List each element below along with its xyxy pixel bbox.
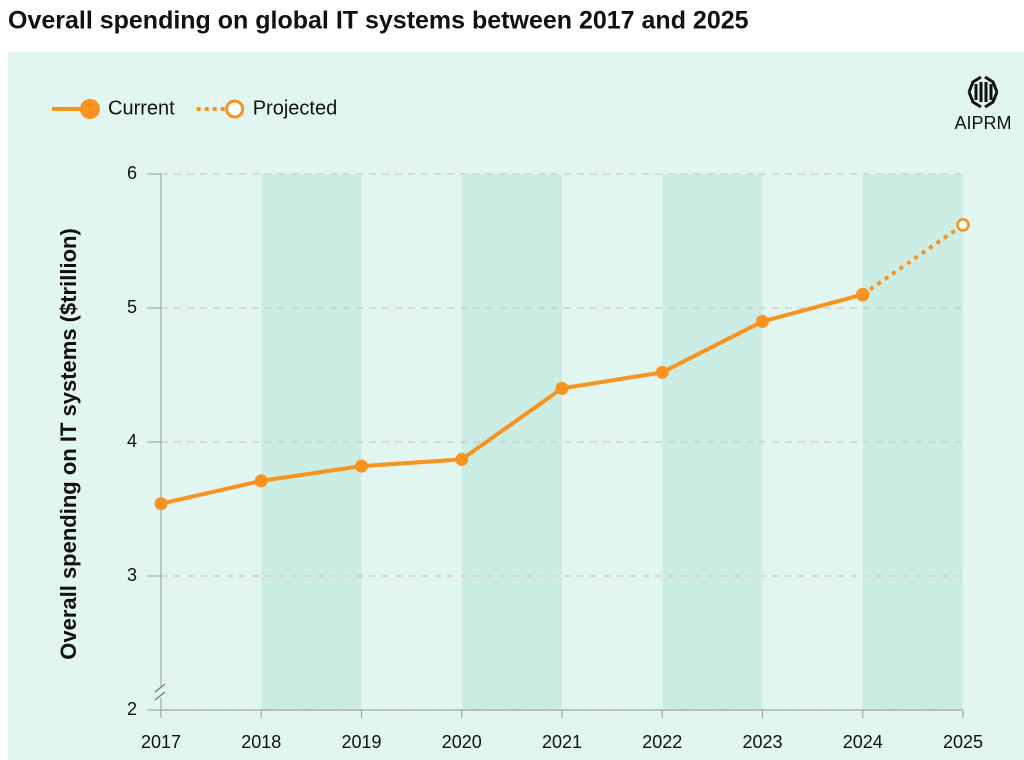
series-line xyxy=(160,292,864,506)
y-axis-label: Overall spending on IT systems ($trillio… xyxy=(56,228,81,660)
brand-text: AIPRM xyxy=(954,113,1011,133)
y-tick-label: 2 xyxy=(127,699,137,719)
axis-break xyxy=(154,683,166,701)
x-tick-label: 2024 xyxy=(843,732,883,752)
data-point xyxy=(254,474,268,488)
data-point xyxy=(455,452,469,466)
x-tick-label: 2019 xyxy=(341,732,381,752)
data-point xyxy=(655,365,669,379)
x-tick-label: 2025 xyxy=(943,732,983,752)
series-line xyxy=(861,223,965,297)
legend-label: Current xyxy=(108,97,175,119)
y-tick-label: 3 xyxy=(127,565,137,585)
y-tick-label: 4 xyxy=(127,431,137,451)
legend-marker xyxy=(225,99,245,119)
legend-label: Projected xyxy=(253,97,338,119)
data-point xyxy=(355,459,368,473)
y-tick-label: 5 xyxy=(127,297,137,317)
y-tick-label: 6 xyxy=(127,163,137,183)
x-tick-label: 2022 xyxy=(642,732,682,752)
data-point xyxy=(756,314,769,328)
x-tick-label: 2020 xyxy=(442,732,482,752)
legend-marker xyxy=(80,99,100,119)
x-tick-label: 2021 xyxy=(542,732,582,752)
brand-logo: AIPRM xyxy=(954,75,1012,133)
chart-title: Overall spending on global IT systems be… xyxy=(8,7,749,35)
data-point xyxy=(154,497,168,511)
x-tick-label: 2018 xyxy=(241,732,281,752)
data-point xyxy=(956,218,970,232)
x-tick-label: 2017 xyxy=(141,732,181,752)
x-tick-label: 2023 xyxy=(742,732,782,752)
data-point xyxy=(555,381,569,395)
data-point xyxy=(856,288,870,302)
